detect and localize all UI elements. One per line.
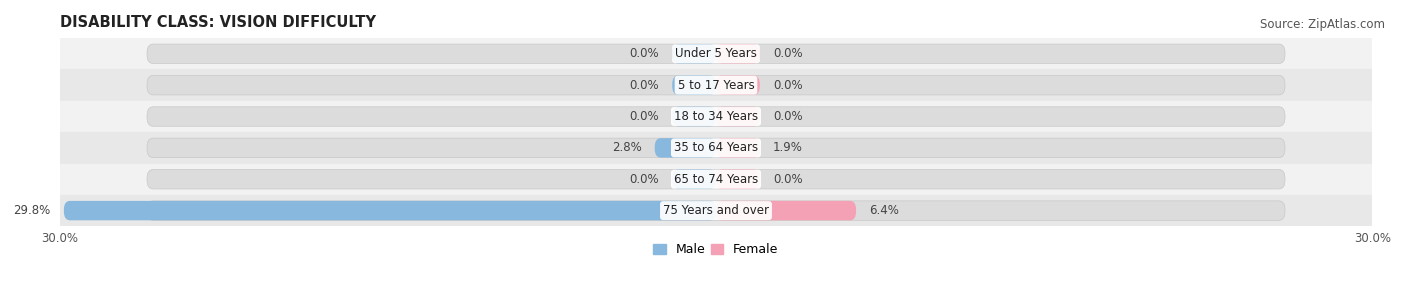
Text: 0.0%: 0.0% (773, 79, 803, 92)
Text: 0.0%: 0.0% (773, 110, 803, 123)
Text: Under 5 Years: Under 5 Years (675, 47, 756, 60)
FancyBboxPatch shape (716, 170, 759, 189)
Text: 0.0%: 0.0% (630, 47, 659, 60)
Text: 0.0%: 0.0% (630, 173, 659, 186)
FancyBboxPatch shape (716, 44, 759, 63)
FancyBboxPatch shape (672, 75, 716, 95)
FancyBboxPatch shape (148, 44, 1285, 63)
Text: 75 Years and over: 75 Years and over (664, 204, 769, 217)
Bar (59, 101, 1372, 132)
FancyBboxPatch shape (148, 138, 1285, 158)
Bar (59, 38, 1372, 70)
Text: 35 to 64 Years: 35 to 64 Years (673, 142, 758, 154)
Text: 0.0%: 0.0% (630, 110, 659, 123)
Text: 0.0%: 0.0% (773, 173, 803, 186)
FancyBboxPatch shape (63, 201, 716, 220)
Bar (59, 70, 1372, 101)
FancyBboxPatch shape (148, 170, 1285, 189)
FancyBboxPatch shape (716, 75, 759, 95)
Text: DISABILITY CLASS: VISION DIFFICULTY: DISABILITY CLASS: VISION DIFFICULTY (59, 15, 375, 30)
Text: 18 to 34 Years: 18 to 34 Years (673, 110, 758, 123)
FancyBboxPatch shape (148, 107, 1285, 126)
Legend: Male, Female: Male, Female (648, 239, 783, 261)
FancyBboxPatch shape (655, 138, 716, 158)
FancyBboxPatch shape (672, 44, 716, 63)
FancyBboxPatch shape (672, 107, 716, 126)
FancyBboxPatch shape (148, 201, 1285, 220)
Text: 5 to 17 Years: 5 to 17 Years (678, 79, 755, 92)
FancyBboxPatch shape (716, 201, 856, 220)
Text: 0.0%: 0.0% (630, 79, 659, 92)
FancyBboxPatch shape (716, 107, 759, 126)
Text: Source: ZipAtlas.com: Source: ZipAtlas.com (1260, 18, 1385, 31)
Text: 65 to 74 Years: 65 to 74 Years (673, 173, 758, 186)
FancyBboxPatch shape (716, 138, 759, 158)
Bar (59, 132, 1372, 163)
FancyBboxPatch shape (672, 170, 716, 189)
Bar (59, 163, 1372, 195)
FancyBboxPatch shape (148, 75, 1285, 95)
Text: 2.8%: 2.8% (612, 142, 641, 154)
Text: 0.0%: 0.0% (773, 47, 803, 60)
Text: 1.9%: 1.9% (773, 142, 803, 154)
Bar (59, 195, 1372, 226)
Text: 29.8%: 29.8% (14, 204, 51, 217)
Text: 6.4%: 6.4% (869, 204, 898, 217)
